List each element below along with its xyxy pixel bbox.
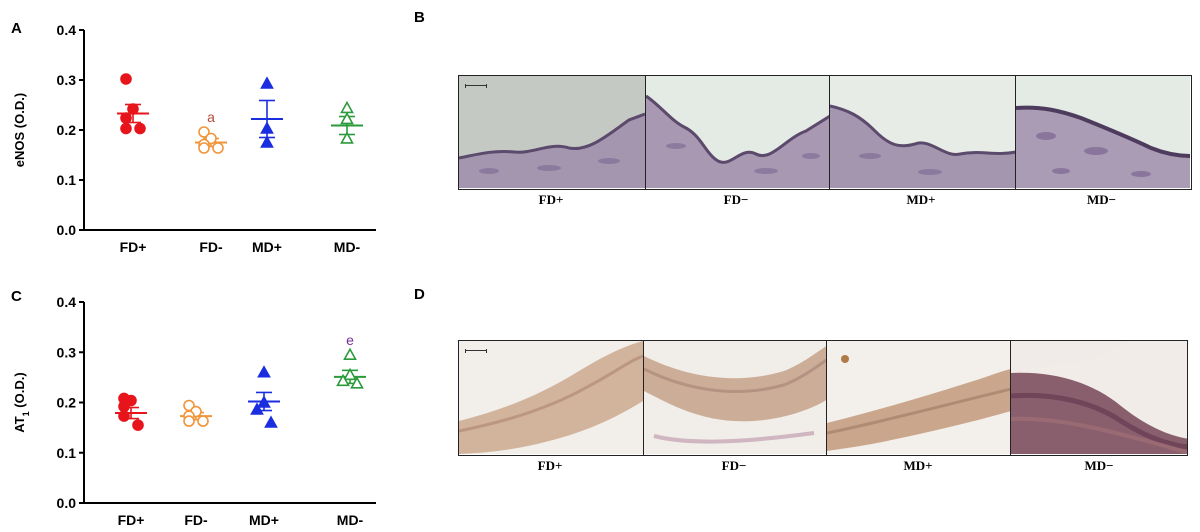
micrograph-label: FD+ xyxy=(538,192,564,207)
data-point xyxy=(336,373,350,387)
panel-letter-d: D xyxy=(414,286,425,303)
series-FD- xyxy=(180,399,212,427)
data-point xyxy=(212,142,224,154)
micrograph-label: MD− xyxy=(1084,458,1114,473)
data-point xyxy=(340,131,354,144)
micrograph-d-md-minus xyxy=(1009,341,1188,455)
y-tick-label: 0.1 xyxy=(57,172,77,188)
scale-bar xyxy=(465,84,487,88)
x-tick-label: MD+ xyxy=(252,239,282,255)
enos-scatter-chart: 0.0 0.1 0.2 0.3 0.4 eNOS (O.D.) FD+ FD- MD+ MD- a xyxy=(12,22,376,255)
y-tick-label: 0.2 xyxy=(57,395,77,411)
micrograph-b-md-plus xyxy=(829,76,1015,189)
micrograph-d-fd-minus xyxy=(642,341,826,455)
significance-annotation: a xyxy=(207,109,215,125)
x-tick-label: MD- xyxy=(337,512,364,528)
y-axis-label: AT1 (O.D.) xyxy=(12,372,31,432)
data-point xyxy=(132,419,144,431)
y-tick-label: 0.0 xyxy=(57,222,77,238)
data-point xyxy=(260,135,274,148)
data-point xyxy=(257,395,271,408)
y-tick-label: 0.3 xyxy=(57,344,77,360)
micrograph-d-md-minus-image xyxy=(1010,341,1188,455)
panel-letter-c: C xyxy=(11,288,22,305)
enos-micrograph-strip xyxy=(458,75,1192,190)
data-point xyxy=(118,410,130,422)
at1r-micrograph-strip xyxy=(458,340,1188,456)
x-tick-label: MD+ xyxy=(249,512,279,528)
micrograph-d-labels: FD+ FD− MD+ MD− xyxy=(458,458,1188,474)
micrograph-d-fd-plus-image xyxy=(459,341,643,454)
micrograph-b-md-minus-image xyxy=(1016,76,1190,188)
series-FD+ xyxy=(115,392,147,431)
at1r-scatter-chart: 0.0 0.1 0.2 0.3 0.4 AT1 (O.D.) FD+ FD- MD+ MD- e xyxy=(12,294,376,528)
series-MD+ xyxy=(251,76,283,148)
series-FD+ xyxy=(117,73,149,135)
micrograph-b-fd-minus xyxy=(645,76,829,189)
data-point xyxy=(340,100,354,114)
significance-annotation: e xyxy=(346,332,354,348)
y-tick-label: 0.2 xyxy=(57,122,77,138)
data-point xyxy=(120,73,132,85)
data-point xyxy=(264,415,278,428)
micrograph-b-md-minus xyxy=(1015,76,1190,189)
y-tick-label: 0.4 xyxy=(57,22,77,38)
y-tick-label: 0.4 xyxy=(57,294,77,310)
micrograph-b-fd-minus-image xyxy=(646,76,829,188)
x-tick-label: FD- xyxy=(184,512,208,528)
x-tick-label: FD- xyxy=(199,239,223,255)
data-point xyxy=(120,122,132,135)
data-point xyxy=(340,111,354,125)
data-point xyxy=(127,103,139,115)
data-point xyxy=(197,415,209,427)
scale-bar xyxy=(465,349,487,353)
series-MD- xyxy=(331,100,363,144)
y-tick-label: 0.3 xyxy=(57,72,77,88)
data-point xyxy=(198,126,210,138)
data-point xyxy=(257,365,271,378)
micrograph-b-labels: FD+ FD− MD+ MD− xyxy=(458,192,1192,208)
x-tick-label: MD- xyxy=(334,239,361,255)
data-point xyxy=(183,415,195,427)
series-FD-: a xyxy=(195,109,227,154)
data-point xyxy=(198,142,210,154)
micrograph-d-md-plus-image xyxy=(826,341,1010,454)
micrograph-label: MD− xyxy=(1086,192,1117,207)
micrograph-label: FD− xyxy=(721,458,747,473)
x-tick-label: FD+ xyxy=(120,239,147,255)
micrograph-b-fd-plus-image xyxy=(459,76,645,188)
micrograph-label: MD+ xyxy=(903,458,933,473)
micrograph-label: MD+ xyxy=(906,192,936,207)
micrograph-b-md-plus-image xyxy=(830,76,1015,188)
data-point xyxy=(134,122,146,135)
micrograph-b-fd-plus xyxy=(459,76,645,189)
y-axis-label: eNOS (O.D.) xyxy=(12,93,27,167)
series-MD-: e xyxy=(334,332,366,389)
micrograph-label: FD+ xyxy=(537,458,563,473)
data-point xyxy=(343,367,357,381)
data-point xyxy=(250,402,264,415)
y-tick-label: 0.0 xyxy=(57,495,77,511)
data-point xyxy=(120,112,132,124)
micrograph-d-fd-minus-image xyxy=(643,341,826,454)
series-MD+ xyxy=(248,365,280,428)
data-point xyxy=(260,76,274,89)
y-tick-label: 0.1 xyxy=(57,445,77,461)
micrograph-d-fd-plus xyxy=(459,341,643,455)
x-tick-label: FD+ xyxy=(118,512,145,528)
data-point xyxy=(118,400,130,413)
micrograph-d-md-plus xyxy=(826,341,1010,455)
data-point xyxy=(260,121,274,134)
data-point xyxy=(350,376,364,389)
panel-letter-a: A xyxy=(11,20,22,37)
micrograph-label: FD− xyxy=(723,192,749,207)
data-point xyxy=(343,347,357,360)
panel-letter-b: B xyxy=(414,9,425,26)
